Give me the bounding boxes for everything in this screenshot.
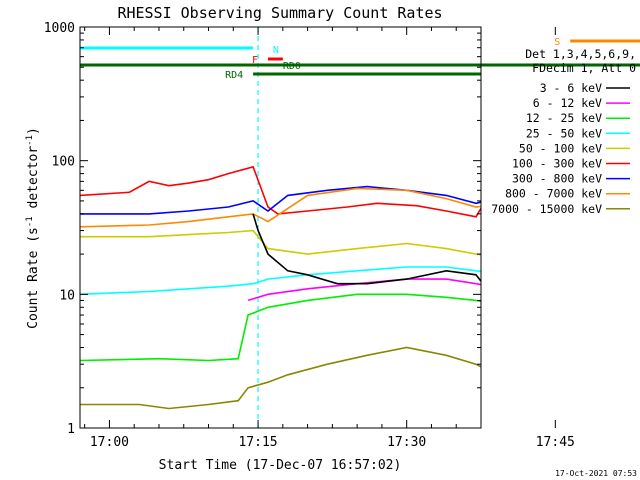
footer-timestamp: 17-Oct-2021 07:53	[555, 469, 637, 478]
series-line-6-12-kev	[247, 278, 481, 302]
y-tick-label: 1000	[44, 21, 75, 36]
series-line-50-100-kev	[80, 229, 481, 256]
y-axis-label-sup1: -1	[25, 216, 35, 227]
axes: 110100100017:0017:1517:3017:4518:0018:15…	[44, 21, 575, 450]
y-axis-label-part2: detector	[26, 146, 41, 217]
series-line-300-800-kev	[80, 185, 481, 215]
legend-entry-label: 300 - 800 keV	[512, 172, 602, 186]
flag-label-rd0: RD0	[283, 61, 301, 72]
y-axis-label-sup2: -1	[25, 135, 35, 146]
flag-label-s: S	[554, 37, 560, 48]
chart-title: RHESSI Observing Summary Count Rates	[117, 4, 442, 22]
y-tick-label: 10	[59, 288, 75, 303]
legend-entry-label: 6 - 12 keV	[533, 96, 602, 110]
y-axis-label: Count Rate (s-1 detector-1)	[25, 127, 41, 329]
legend-entry-label: 50 - 100 keV	[519, 141, 602, 155]
legend-entry-label: 3 - 6 keV	[540, 81, 602, 95]
series-line-3-6-kev	[252, 213, 481, 285]
series-line-7000-15000-kev	[80, 346, 481, 410]
series-line-100-300-kev	[80, 165, 481, 218]
series-line-12-25-kev	[80, 293, 481, 362]
legend-entry-label: 7000 - 15000 keV	[491, 202, 602, 216]
flag-label-f: F	[252, 55, 258, 66]
plot-inner	[80, 27, 481, 428]
legend-header-line: FDecim 1, Att 0	[532, 61, 636, 75]
y-axis-label-part1: Count Rate (s	[26, 227, 41, 329]
series-line-25-50-kev	[80, 266, 481, 296]
x-tick-label: 17:15	[238, 435, 277, 450]
plot-frame	[79, 26, 482, 429]
legend-entry-label: 800 - 7000 keV	[505, 187, 602, 201]
x-tick-label: 17:00	[90, 435, 129, 450]
y-tick-label: 1	[67, 422, 75, 437]
x-tick-label: 17:30	[387, 435, 426, 450]
legend: Det 1,3,4,5,6,9,FDecim 1, Att 0 3 - 6 keV…	[491, 47, 636, 216]
legend-header-line: Det 1,3,4,5,6,9,	[525, 47, 636, 61]
x-tick-label: 17:45	[536, 435, 575, 450]
legend-entry-label: 100 - 300 keV	[512, 157, 602, 171]
y-axis-label-part3: )	[26, 127, 41, 135]
y-tick-label: 100	[52, 155, 75, 170]
x-axis-label: Start Time (17-Dec-07 16:57:02)	[159, 458, 402, 473]
flag-label-rd4: RD4	[225, 70, 243, 81]
plot-area: N F S RD0 RD4	[80, 27, 640, 428]
legend-entry-label: 12 - 25 keV	[526, 111, 602, 125]
legend-entry-label: 25 - 50 keV	[526, 126, 602, 140]
flag-label-n: N	[273, 45, 279, 56]
series-line-800-7000-kev	[80, 187, 481, 228]
